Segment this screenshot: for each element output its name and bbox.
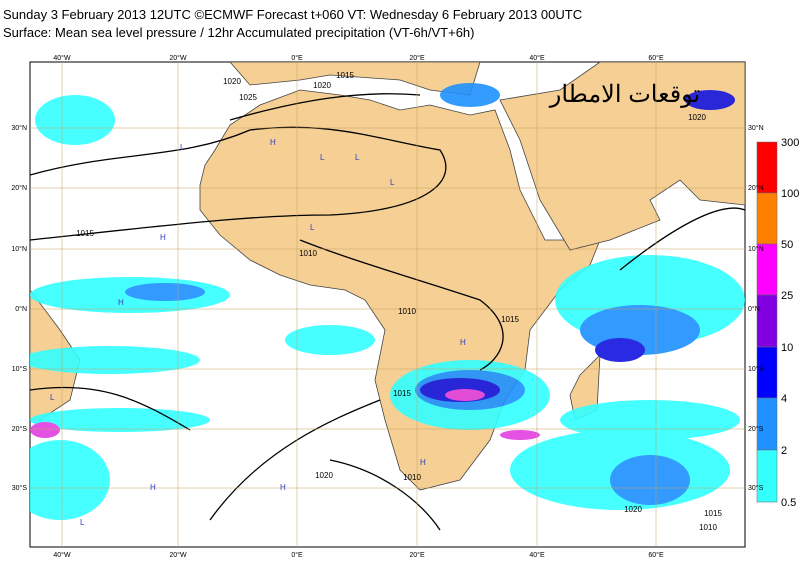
pressure-center: H (270, 138, 276, 147)
lat-label: 30°S (748, 484, 764, 492)
lon-label: 40°E (529, 551, 545, 559)
lon-label: 20°W (169, 54, 187, 62)
lon-label: 60°E (648, 551, 664, 559)
isobar-label: 1015 (393, 389, 411, 398)
legend-label: 100 (781, 188, 799, 200)
lon-label: 20°W (169, 551, 187, 559)
lat-label: 30°N (748, 124, 764, 132)
legend-label: 0.5 (781, 497, 796, 509)
pressure-center: H (460, 338, 466, 347)
lat-label: 0°N (15, 305, 27, 313)
lon-label: 40°W (53, 54, 71, 62)
isobar-label: 1020 (223, 77, 241, 86)
legend-label: 4 (781, 393, 787, 405)
pressure-center: H (160, 233, 166, 242)
lat-label: 10°N (748, 245, 764, 253)
pressure-center: L (50, 393, 55, 402)
lon-label: 0°E (291, 54, 303, 62)
lat-label: 20°N (11, 184, 27, 192)
pressure-center: L (80, 518, 85, 527)
pressure-center: L (355, 153, 360, 162)
pressure-center: L (320, 153, 325, 162)
lat-label: 20°S (748, 425, 764, 433)
isobar-label: 1020 (688, 113, 706, 122)
lon-label: 20°E (409, 551, 425, 559)
isobar-label: 1020 (624, 505, 642, 514)
isobar-label: 1020 (313, 81, 331, 90)
lat-label: 10°N (11, 245, 27, 253)
isobar-label: 1010 (699, 523, 717, 532)
legend-label: 2 (781, 445, 787, 457)
lat-label: 0°N (748, 305, 760, 313)
lon-label: 20°E (409, 54, 425, 62)
pressure-center: L (180, 143, 185, 152)
isobar-label: 1015 (704, 509, 722, 518)
isobar-label: 1010 (398, 307, 416, 316)
isobar-label: 1020 (315, 471, 333, 480)
isobar-label: 1025 (239, 93, 257, 102)
pressure-center: L (310, 223, 315, 232)
lon-label: 60°E (648, 54, 664, 62)
lat-label: 30°S (12, 484, 28, 492)
pressure-center: H (150, 483, 156, 492)
legend-label: 25 (781, 290, 793, 302)
pressure-center: H (420, 458, 426, 467)
lat-label: 10°S (748, 365, 764, 373)
pressure-center: H (280, 483, 286, 492)
color-bar (756, 141, 778, 503)
subtitle: Surface: Mean sea level pressure / 12hr … (3, 25, 475, 40)
map-body (30, 62, 745, 531)
isobar-label: 1010 (403, 473, 421, 482)
lat-label: 30°N (11, 124, 27, 132)
lat-label: 20°N (748, 184, 764, 192)
lon-label: 0°E (291, 551, 303, 559)
isobar-label: 1010 (299, 249, 317, 258)
isobar-label: 1015 (76, 229, 94, 238)
lon-label: 40°E (529, 54, 545, 62)
lat-label: 20°S (12, 425, 28, 433)
legend-label: 50 (781, 239, 793, 251)
lon-label: 40°W (53, 551, 71, 559)
title: Sunday 3 February 2013 12UTC ©ECMWF Fore… (3, 7, 582, 22)
lat-label: 10°S (12, 365, 28, 373)
pressure-center: H (118, 298, 124, 307)
isobar-label: 1015 (501, 315, 519, 324)
overlay-text: توقعات الامطار (549, 81, 701, 108)
isobar-label: 1015 (336, 71, 354, 80)
pressure-center: L (390, 178, 395, 187)
legend-label: 10 (781, 342, 793, 354)
legend-label: 300 (781, 137, 799, 149)
